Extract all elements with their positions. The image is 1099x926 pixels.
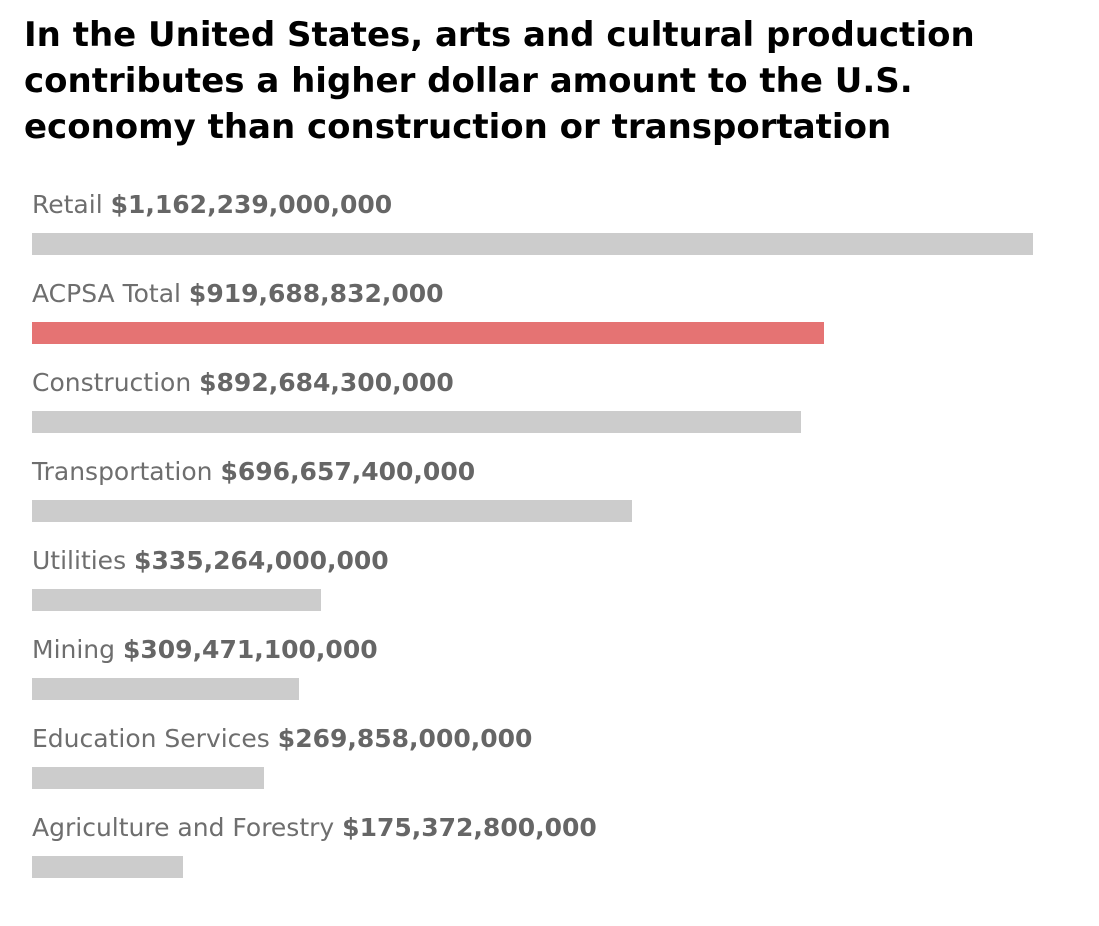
bar: [32, 589, 321, 611]
bar-label: Construction $892,684,300,000: [32, 366, 454, 400]
category-label: ACPSA Total: [32, 279, 181, 308]
bar-label: Mining $309,471,100,000: [32, 633, 378, 667]
bar-row: Agriculture and Forestry $175,372,800,00…: [32, 807, 1042, 896]
bar: [32, 322, 824, 344]
bar-row: Mining $309,471,100,000: [32, 629, 1042, 718]
category-label: Transportation: [32, 457, 213, 486]
bar-label: Agriculture and Forestry $175,372,800,00…: [32, 811, 597, 845]
bar-track: [32, 233, 1033, 255]
bar-chart: Retail $1,162,239,000,000 ACPSA Total $9…: [32, 184, 1042, 896]
bar-label: Retail $1,162,239,000,000: [32, 188, 392, 222]
category-label: Utilities: [32, 546, 127, 575]
category-label: Agriculture and Forestry: [32, 813, 335, 842]
bar: [32, 233, 1033, 255]
bar-row: Construction $892,684,300,000: [32, 362, 1042, 451]
bar-row: Education Services $269,858,000,000: [32, 718, 1042, 807]
bar-row: Transportation $696,657,400,000: [32, 451, 1042, 540]
value-label: $269,858,000,000: [277, 724, 533, 753]
bar-track: [32, 500, 1033, 522]
bar-track: [32, 678, 1033, 700]
value-label: $696,657,400,000: [220, 457, 476, 486]
category-label: Construction: [32, 368, 192, 397]
category-label: Mining: [32, 635, 116, 664]
bar: [32, 678, 299, 700]
bar-track: [32, 322, 1033, 344]
bar-row: ACPSA Total $919,688,832,000: [32, 273, 1042, 362]
bar-label: ACPSA Total $919,688,832,000: [32, 277, 444, 311]
value-label: $892,684,300,000: [199, 368, 454, 397]
value-label: $175,372,800,000: [342, 813, 597, 842]
bar-label: Transportation $696,657,400,000: [32, 455, 475, 489]
category-label: Education Services: [32, 724, 270, 753]
value-label: $919,688,832,000: [188, 279, 444, 308]
bar-label: Education Services $269,858,000,000: [32, 722, 532, 756]
bar-row: Utilities $335,264,000,000: [32, 540, 1042, 629]
bar-track: [32, 767, 1033, 789]
bar: [32, 856, 183, 878]
bar: [32, 411, 801, 433]
bar-track: [32, 589, 1033, 611]
bar: [32, 767, 264, 789]
chart-title: In the United States, arts and cultural …: [24, 15, 975, 147]
bar-row: Retail $1,162,239,000,000: [32, 184, 1042, 273]
value-label: $309,471,100,000: [122, 635, 378, 664]
value-label: $335,264,000,000: [134, 546, 389, 575]
bar-track: [32, 411, 1033, 433]
bar-label: Utilities $335,264,000,000: [32, 544, 389, 578]
bar: [32, 500, 632, 522]
bar-track: [32, 856, 1033, 878]
category-label: Retail: [32, 190, 103, 219]
value-label: $1,162,239,000,000: [110, 190, 393, 219]
